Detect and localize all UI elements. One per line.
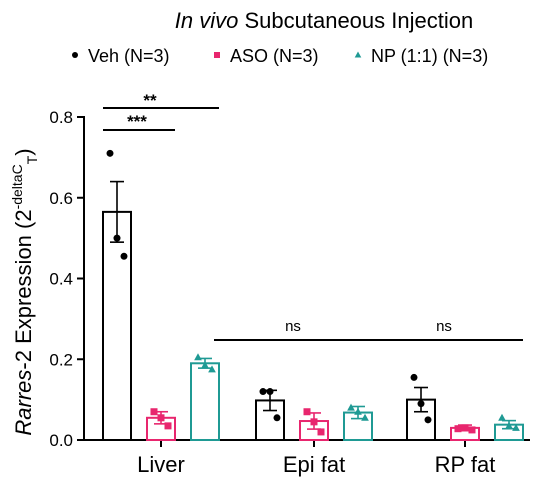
data-point [354,407,362,415]
data-point [157,414,165,422]
y-axis-label-sub: T [24,155,40,164]
bar-group-2-0 [406,373,436,441]
legend-label: NP (1:1) (N=3) [371,46,488,66]
data-point [512,423,520,431]
legend-marker-triangle [354,51,362,58]
data-point [113,234,121,242]
data-point [106,149,114,157]
y-tick-label: 0.8 [49,108,73,127]
chart-title: In vivo Subcutaneous Injection [175,8,473,33]
bar-group-0-0 [102,149,132,441]
data-point [347,403,355,411]
data-point [498,413,506,421]
y-tick-label: 0.4 [49,270,73,289]
data-point [208,365,216,373]
legend: Veh (N=3) ASO (N=3) NP (1:1) (N=3) [72,46,488,66]
bar [102,210,132,441]
bar-group-0-2 [190,353,220,442]
data-point [194,353,202,361]
significance-annotations: *****ns ns [103,91,523,341]
data-point [410,373,418,381]
bar-group-1-2 [343,403,373,442]
bar-group-1-1 [299,408,329,441]
data-point [468,426,476,434]
x-tick-label: RP fat [435,452,496,477]
axes: 0.0 0.2 0.4 0.6 0.8 Liver Epi fat RP fat [49,108,530,477]
legend-item-2: NP (1:1) (N=3) [354,46,488,66]
significance-bracket: ** [103,91,219,110]
significance-label: ** [143,91,157,110]
significance-label: ns [285,318,301,335]
data-point [461,424,469,432]
data-point [361,413,369,421]
data-point [454,425,462,433]
significance-bracket: ns [365,318,523,341]
x-tick-label: Liver [137,452,185,477]
chart-title-rest: Subcutaneous Injection [238,8,473,33]
legend-label: Veh (N=3) [88,46,170,66]
data-point [164,422,172,430]
y-axis-label-rest: -2 Expression (2 [11,209,36,369]
y-tick-label: 0.6 [49,189,73,208]
bar-group-0-1 [146,408,176,442]
bars [102,149,524,442]
bar-group-2-2 [494,413,524,442]
data-point [417,400,425,408]
legend-marker-square [214,52,220,58]
bar [190,362,220,442]
legend-marker-circle [72,52,78,58]
data-point [266,388,274,396]
legend-item-0: Veh (N=3) [72,46,170,66]
bar-group-1-0 [255,388,285,441]
bar-group-2-1 [450,424,480,442]
significance-label: *** [127,112,147,131]
y-tick-label: 0.0 [49,431,73,450]
legend-label: ASO (N=3) [230,46,319,66]
data-point [201,361,209,369]
data-point [424,416,432,424]
data-point [120,252,128,260]
y-axis-label: Rarres-2 Expression (2-deltaCT) [9,148,40,435]
significance-label: ns [436,318,452,335]
y-tick-label: 0.2 [49,350,73,369]
data-point [259,388,267,396]
data-point [505,421,513,429]
data-point [303,408,311,416]
y-axis-label-sup: -deltaC [9,164,25,209]
chart-title-italic: In vivo [175,8,239,33]
data-point [317,428,325,436]
legend-item-1: ASO (N=3) [214,46,319,66]
significance-bracket: *** [103,112,175,131]
significance-bracket: ns [214,318,372,341]
data-point [150,408,158,416]
x-tick-label: Epi fat [283,452,345,477]
data-point [310,418,318,426]
y-axis-label-close: ) [11,148,36,155]
data-point [273,414,281,422]
y-axis-label-italic: Rarres [11,370,36,436]
